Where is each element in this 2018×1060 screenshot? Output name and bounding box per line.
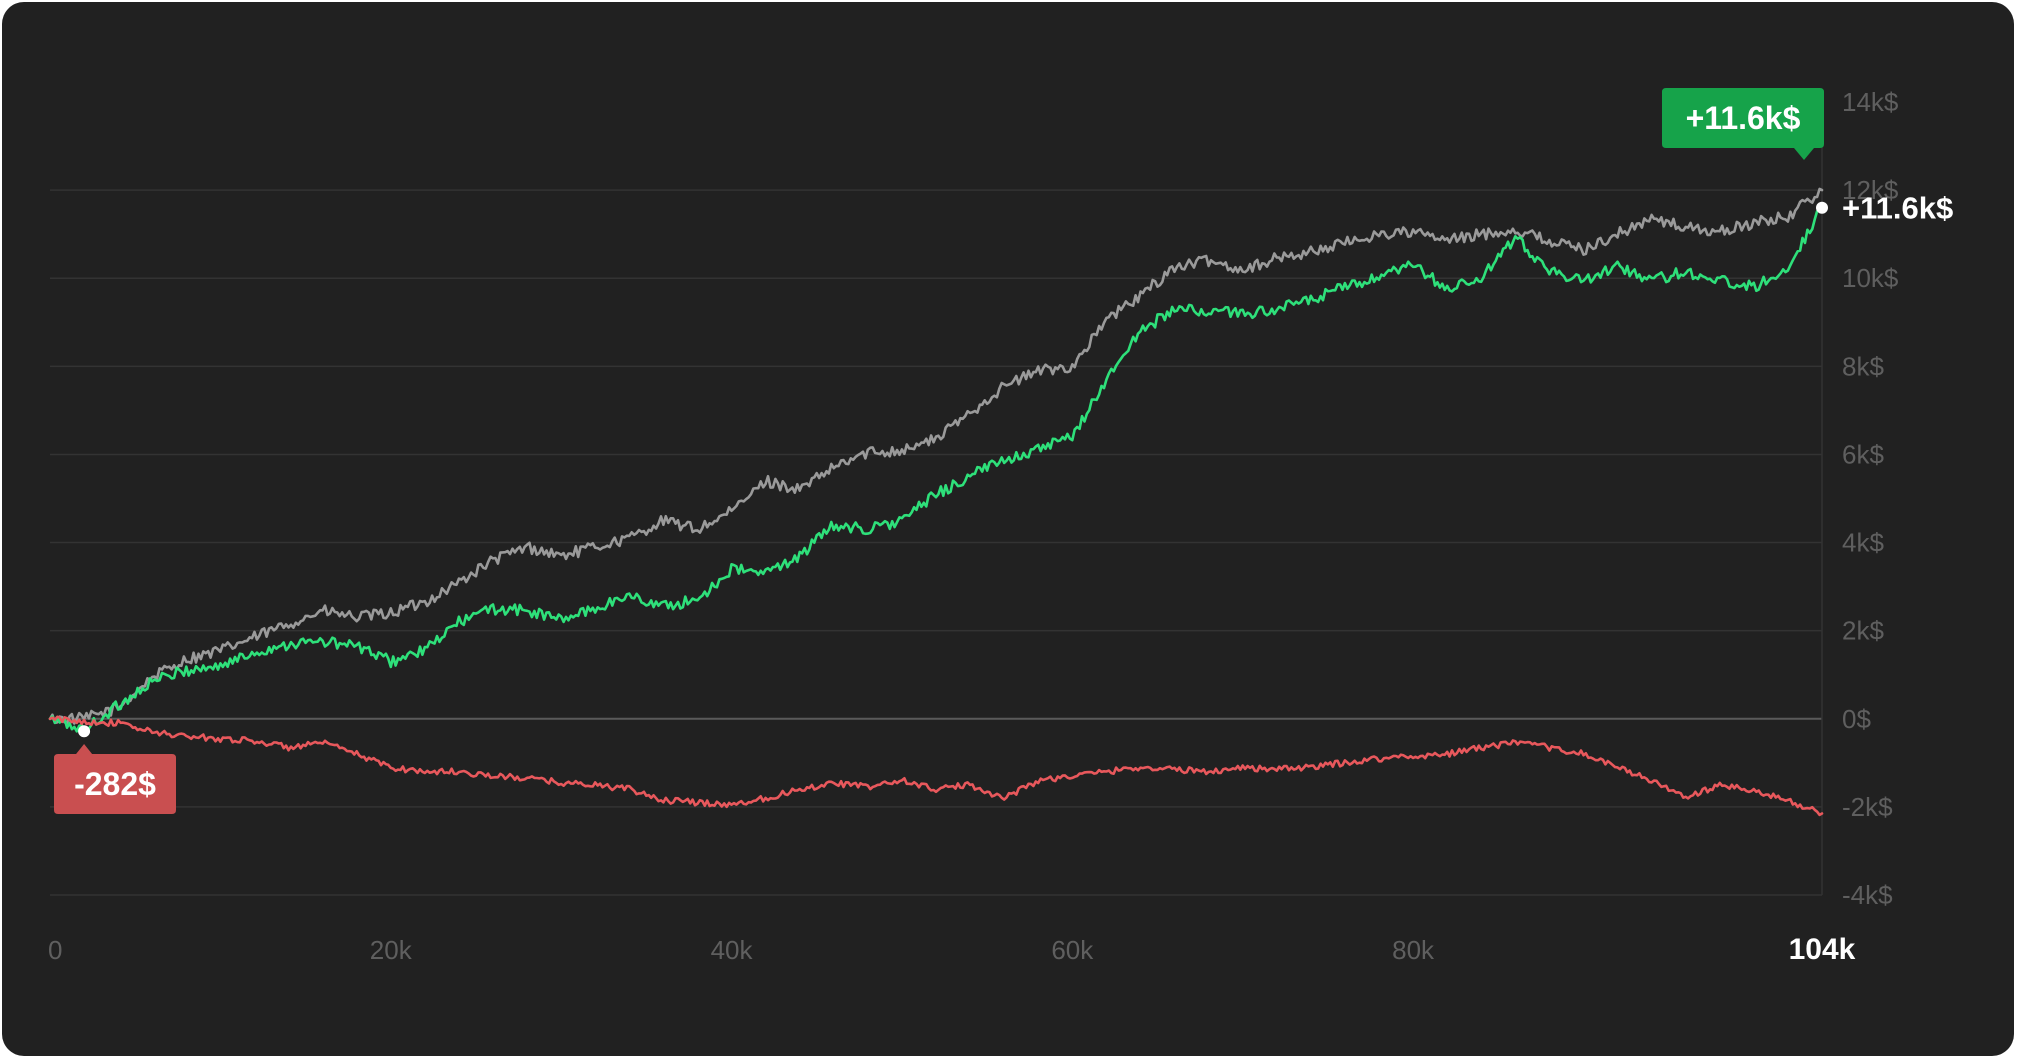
y-tick-label: -4k$ [1842, 880, 1893, 910]
min-badge-label: -282$ [74, 766, 156, 802]
y-tick-label: 0$ [1842, 704, 1871, 734]
end-badge-label: +11.6k$ [1686, 100, 1801, 136]
min-badge-shape [54, 744, 176, 814]
y-axis-ticks: 14k$ 12k$ 10k$ 8k$ 6k$ 4k$ 2k$ 0$ -2k$ -4k$ [1842, 87, 1899, 910]
x-tick-label: 20k [370, 935, 413, 965]
min-point [78, 725, 91, 738]
y-tick-label: 10k$ [1842, 263, 1899, 293]
grid-lines [50, 92, 1823, 896]
series-line-1 [48, 206, 1824, 733]
annotations: -282$ +11.6k$ +11.6k$ [54, 88, 1953, 814]
x-tick-label: 80k [1392, 935, 1435, 965]
series-line-0 [48, 187, 1824, 725]
y-tick-label: 6k$ [1842, 439, 1884, 469]
x-tick-label: 40k [711, 935, 754, 965]
end-value-label: +11.6k$ [1842, 191, 1953, 226]
y-tick-label: 14k$ [1842, 87, 1899, 117]
y-tick-label: 12k$ [1842, 175, 1899, 205]
y-tick-label: 2k$ [1842, 616, 1884, 646]
x-tick-label: 0 [48, 935, 62, 965]
y-tick-label: 4k$ [1842, 528, 1884, 558]
y-tick-label: 8k$ [1842, 351, 1884, 381]
series-line-2 [48, 715, 1824, 817]
end-value-badge: +11.6k$ [1662, 88, 1824, 160]
min-value-badge: -282$ [54, 744, 176, 814]
series-lines [48, 187, 1824, 817]
end-badge-shape [1662, 88, 1824, 160]
x-tick-label-current: 104k [1789, 933, 1856, 966]
x-axis-ticks: 0 20k 40k 60k 80k 104k [48, 933, 1856, 966]
y-tick-label: -2k$ [1842, 792, 1893, 822]
x-tick-label: 60k [1051, 935, 1094, 965]
end-point [1816, 201, 1828, 214]
